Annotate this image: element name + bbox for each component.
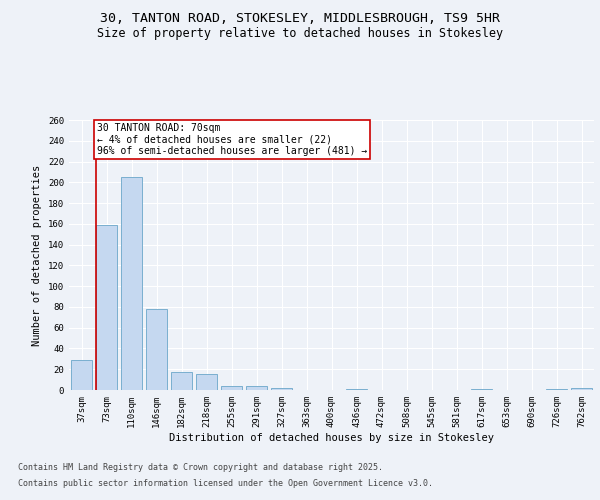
Bar xyxy=(246,386,267,390)
Bar xyxy=(96,225,117,390)
Bar xyxy=(221,386,242,390)
Bar xyxy=(146,309,167,390)
Bar xyxy=(346,389,367,390)
Bar xyxy=(121,177,142,390)
Bar xyxy=(471,389,492,390)
Bar xyxy=(546,389,567,390)
X-axis label: Distribution of detached houses by size in Stokesley: Distribution of detached houses by size … xyxy=(169,432,494,442)
Bar xyxy=(271,388,292,390)
Bar xyxy=(71,360,92,390)
Text: Size of property relative to detached houses in Stokesley: Size of property relative to detached ho… xyxy=(97,28,503,40)
Bar xyxy=(196,374,217,390)
Text: Contains public sector information licensed under the Open Government Licence v3: Contains public sector information licen… xyxy=(18,478,433,488)
Y-axis label: Number of detached properties: Number of detached properties xyxy=(32,164,43,346)
Text: Contains HM Land Registry data © Crown copyright and database right 2025.: Contains HM Land Registry data © Crown c… xyxy=(18,464,383,472)
Text: 30, TANTON ROAD, STOKESLEY, MIDDLESBROUGH, TS9 5HR: 30, TANTON ROAD, STOKESLEY, MIDDLESBROUG… xyxy=(100,12,500,26)
Text: 30 TANTON ROAD: 70sqm
← 4% of detached houses are smaller (22)
96% of semi-detac: 30 TANTON ROAD: 70sqm ← 4% of detached h… xyxy=(97,123,367,156)
Bar xyxy=(171,372,192,390)
Bar xyxy=(571,388,592,390)
